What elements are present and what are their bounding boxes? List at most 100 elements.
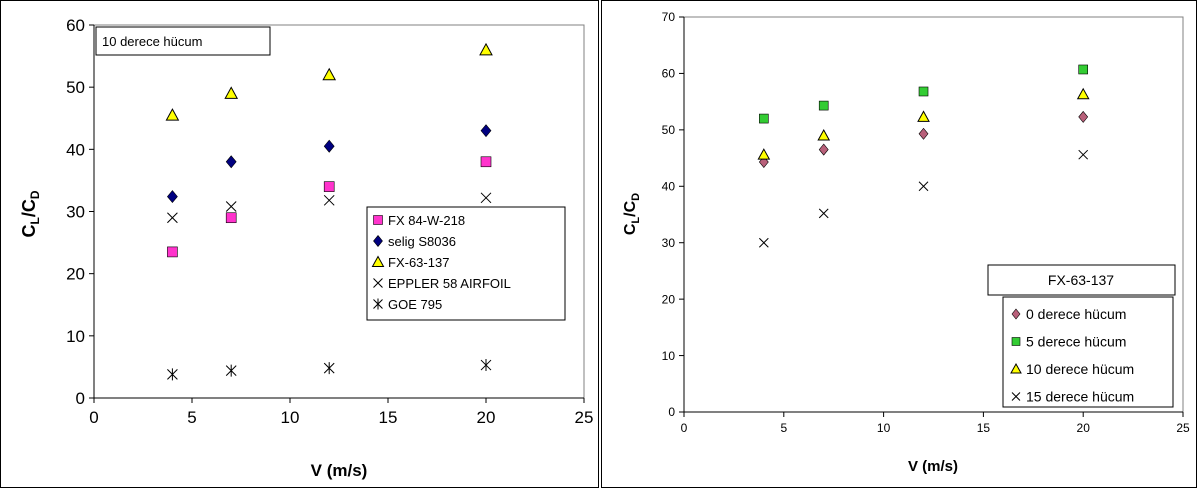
- y-tick-label: 40: [66, 140, 85, 159]
- data-point-10-derece-h-cum: [817, 128, 831, 141]
- data-point-15-derece-h-cum: [1078, 149, 1089, 160]
- y-tick-label: 60: [662, 67, 676, 81]
- data-point-fx-63-137: [165, 108, 180, 121]
- data-point-goe-795: [480, 359, 492, 372]
- data-point-5-derece-h-cum: [759, 113, 769, 124]
- legend: FX 84-W-218 selig S8036 FX-63-137 EPPLER 58…: [366, 206, 566, 321]
- y-tick-label: 10: [662, 349, 676, 363]
- data-point-fx-84-w-218: [480, 156, 492, 168]
- y-tick-label: 0: [668, 405, 675, 419]
- chart-left: 10 derece hücum 0 10 20 30 40 50 60 0 5 10 15 20 25…: [0, 0, 599, 488]
- legend-marker: [1010, 362, 1022, 374]
- chart-right: 0 10 20 30 40 50 60 70 0 5 10 15 20 25 V (m/s) CL/CD…: [601, 0, 1197, 488]
- x-tick-label: 10: [877, 421, 891, 435]
- annotation-box: 10 derece hücum: [95, 26, 271, 56]
- data-point-goe-795: [167, 368, 178, 381]
- legend-label: 10 derece hücum: [1026, 361, 1134, 377]
- data-point-0-derece-h-cum: [818, 143, 829, 156]
- chart-right-plot: 0 10 20 30 40 50 60 70 0 5 10 15 20 25 V (m/s) CL/CD…: [622, 10, 1190, 475]
- x-tick-label: 25: [575, 408, 594, 427]
- y-tick-labels: 0 10 20 30 40 50 60 70: [662, 10, 684, 419]
- data-point-fx-84-w-218: [167, 246, 178, 258]
- legend-label: EPPLER 58 AIRFOIL: [388, 276, 511, 291]
- y-tick-label: 50: [66, 78, 85, 97]
- legend-marker: [373, 278, 383, 288]
- data-point-selig-s8036: [225, 155, 237, 169]
- y-tick-label: 50: [662, 123, 676, 137]
- legend-label: FX 84-W-218: [388, 213, 465, 228]
- data-point-5-derece-h-cum: [1078, 64, 1089, 75]
- data-point-10-derece-h-cum: [757, 148, 771, 160]
- legend-title-box: [987, 264, 1176, 296]
- y-tick-label: 20: [66, 265, 85, 284]
- data-point-fx-84-w-218: [225, 212, 237, 224]
- legend-label: selig S8036: [388, 234, 456, 249]
- legend-marker: [1011, 308, 1021, 320]
- y-axis-title: CL/CD: [622, 193, 642, 235]
- data-point-selig-s8036: [167, 190, 178, 204]
- y-tick-label: 30: [662, 236, 676, 250]
- y-axis-title: CL/CD: [19, 190, 42, 237]
- data-point-10-derece-h-cum: [917, 110, 930, 122]
- legend-marker: [1011, 392, 1021, 401]
- data-point-selig-s8036: [323, 139, 335, 153]
- x-tick-label: 5: [187, 408, 196, 427]
- y-tick-label: 0: [76, 389, 85, 408]
- x-tick-label: 25: [1176, 421, 1190, 435]
- data-point-eppler-58-airfoil: [323, 194, 335, 206]
- data-point-5-derece-h-cum: [918, 86, 929, 97]
- x-tick-labels: 0 5 10 15 20 25: [89, 25, 593, 427]
- data-point-0-derece-h-cum: [1078, 110, 1089, 123]
- y-tick-label: 30: [66, 202, 85, 221]
- legend-marker: [1011, 337, 1021, 346]
- annotation-text: 10 derece hücum: [102, 34, 202, 49]
- chart-left-plot: 10 derece hücum 0 10 20 30 40 50 60 0 5 10 15 20 25…: [19, 16, 593, 480]
- data-point-eppler-58-airfoil: [480, 192, 492, 204]
- x-axis-title: V (m/s): [908, 458, 958, 475]
- x-tick-label: 20: [477, 408, 496, 427]
- data-point-goe-795: [323, 362, 335, 375]
- y-tick-label: 20: [662, 292, 676, 306]
- legend-label: GOE 795: [388, 297, 442, 312]
- legend-marker: [373, 298, 383, 310]
- data-point-selig-s8036: [480, 124, 492, 138]
- data-point-15-derece-h-cum: [918, 181, 929, 192]
- y-tick-label: 40: [662, 179, 676, 193]
- y-tick-label: 10: [66, 327, 85, 346]
- x-tick-label: 20: [1077, 421, 1091, 435]
- x-tick-label: 0: [681, 421, 688, 435]
- legend-marker: [371, 255, 385, 267]
- y-tick-label: 60: [66, 16, 85, 35]
- x-tick-label: 0: [89, 408, 98, 427]
- data-point-15-derece-h-cum: [758, 237, 769, 248]
- legend-label: FX-63-137: [388, 255, 449, 270]
- x-tick-label: 15: [379, 408, 398, 427]
- data-point-eppler-58-airfoil: [167, 212, 178, 224]
- data-point-fx-84-w-218: [323, 181, 335, 192]
- data-point-5-derece-h-cum: [818, 100, 829, 111]
- x-tick-label: 10: [281, 408, 300, 427]
- legend-title: FX-63-137: [1048, 272, 1114, 288]
- data-point-eppler-58-airfoil: [225, 201, 237, 212]
- legend-marker: [373, 235, 383, 247]
- data-point-goe-795: [225, 364, 237, 377]
- legend-label: 5 derece hücum: [1026, 334, 1126, 350]
- data-point-15-derece-h-cum: [818, 208, 829, 219]
- data-point-fx-63-137: [224, 86, 239, 99]
- x-tick-label: 15: [977, 421, 991, 435]
- y-tick-labels: 0 10 20 30 40 50 60: [66, 16, 94, 408]
- data-point-0-derece-h-cum: [918, 127, 929, 140]
- data-point-10-derece-h-cum: [1076, 87, 1090, 100]
- data-marks: [165, 42, 493, 381]
- legend-marker: [373, 215, 383, 225]
- x-tick-labels: 0 5 10 15 20 25: [681, 17, 1190, 435]
- data-marks: [757, 64, 1090, 248]
- legend: FX-63-137 0 derece hücum 5 derece hücum 10…: [987, 264, 1176, 408]
- legend-label: 15 derece hücum: [1026, 389, 1134, 405]
- legend-label: 0 derece hücum: [1026, 306, 1126, 322]
- y-tick-label: 70: [662, 10, 676, 24]
- x-tick-label: 5: [780, 421, 787, 435]
- data-point-fx-63-137: [479, 42, 493, 56]
- x-axis-title: V (m/s): [311, 461, 368, 480]
- data-point-fx-63-137: [322, 67, 337, 81]
